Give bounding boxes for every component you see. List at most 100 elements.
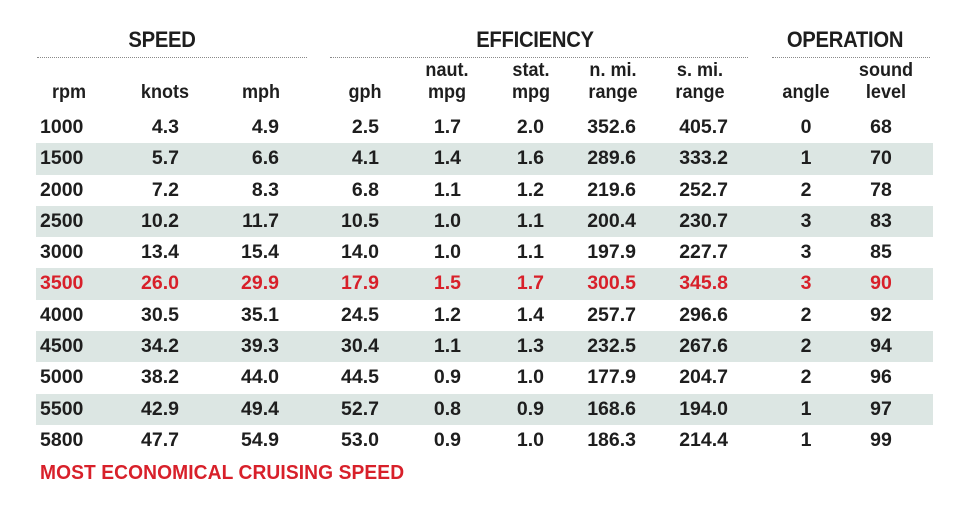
cell-sound-level: 68 [870,116,892,138]
column-header-line2: range [588,82,638,103]
cell-mph: 6.6 [251,147,279,170]
cell-smi-range: 204.7 [679,366,728,389]
table-row: 5800 47.7 54.9 53.0 0.9 1.0 186.3 214.4 … [36,425,933,456]
cell-mph: 29.9 [241,272,279,295]
column-header-line2: range [675,82,725,103]
table-row: 3000 13.4 15.4 14.0 1.0 1.1 197.9 227.7 … [36,237,933,268]
column-header-line1 [763,60,849,82]
column-header-line2: gph [348,82,382,103]
cell-mph: 49.4 [241,397,279,420]
cell-knots: 5.7 [151,147,179,170]
cell-angle: 1 [800,147,812,170]
cell-gph: 30.4 [341,335,379,358]
cell-sound-level: 90 [870,272,892,295]
cell-smi-range: 345.8 [679,272,728,295]
cell-angle: 2 [800,303,812,326]
cell-angle: 3 [800,209,812,232]
cell-knots: 26.0 [141,272,179,295]
cell-mph: 4.9 [251,116,279,138]
cell-sound-level: 78 [870,178,892,201]
cell-nmi-range: 232.5 [587,335,636,358]
cell-smi-range: 405.7 [679,116,728,138]
column-header-line2: angle [782,82,830,103]
table-row: 2500 10.2 11.7 10.5 1.0 1.1 200.4 230.7 … [36,205,933,238]
cell-stat-mpg: 1.1 [516,241,544,264]
cell-angle: 2 [800,335,812,358]
column-header-stat-mpg: stat. mpg [488,60,574,104]
group-title-operation: OPERATION [786,27,904,52]
column-header-knots: knots [122,60,208,104]
cell-mph: 35.1 [241,303,279,326]
column-header-line2: rpm [51,82,87,103]
cell-smi-range: 230.7 [679,209,728,232]
cell-rpm: 4000 [40,303,84,326]
cell-knots: 34.2 [141,335,179,358]
cell-sound-level: 83 [870,209,892,232]
column-header-rpm: rpm [26,60,112,104]
table-row: 2000 7.2 8.3 6.8 1.1 1.2 219.6 252.7 2 7… [36,175,933,206]
column-header-line1: n. mi. [589,60,637,81]
divider-efficiency [330,57,748,58]
cell-stat-mpg: 1.4 [516,303,544,326]
cell-stat-mpg: 1.0 [516,366,544,389]
cell-naut-mpg: 0.9 [433,366,461,389]
cell-rpm: 5000 [40,366,84,389]
cell-sound-level: 85 [870,241,892,264]
cell-gph: 44.5 [341,366,379,389]
cell-angle: 2 [800,178,812,201]
cell-nmi-range: 219.6 [587,178,636,201]
group-title-efficiency: EFFICIENCY [476,27,594,52]
table-row: 1500 5.7 6.6 4.1 1.4 1.6 289.6 333.2 1 7… [36,143,933,175]
column-header-line1 [218,60,304,82]
column-header-gph: gph [322,60,408,104]
cell-gph: 17.9 [341,272,379,295]
divider-speed [37,57,307,58]
cell-angle: 1 [800,428,812,451]
cell-sound-level: 96 [870,366,892,389]
cell-naut-mpg: 1.2 [433,303,461,326]
cell-gph: 14.0 [341,241,379,264]
divider-operation [772,57,930,58]
cell-mph: 44.0 [241,366,279,389]
table-row: 4500 34.2 39.3 30.4 1.1 1.3 232.5 267.6 … [36,331,933,363]
column-header-line1 [122,60,208,82]
cell-nmi-range: 257.7 [587,303,636,326]
table-row: 5500 42.9 49.4 52.7 0.8 0.9 168.6 194.0 … [36,393,933,425]
cell-naut-mpg: 1.7 [433,116,461,138]
cell-smi-range: 194.0 [679,397,728,420]
cell-gph: 6.8 [351,178,379,201]
cell-angle: 0 [800,116,812,138]
column-header-smi-range: s. mi. range [657,60,743,104]
cell-naut-mpg: 1.0 [433,241,461,264]
cell-knots: 13.4 [141,241,179,264]
cell-stat-mpg: 1.2 [516,178,544,201]
cell-sound-level: 70 [870,147,892,170]
cell-angle: 1 [800,397,812,420]
cell-rpm: 4500 [40,335,84,358]
column-header-line2: mpg [511,82,551,103]
performance-table-body: 1000 4.3 4.9 2.5 1.7 2.0 352.6 405.7 0 6… [36,112,933,456]
column-header-angle: angle [763,60,849,104]
cell-nmi-range: 168.6 [587,397,636,420]
cell-smi-range: 333.2 [679,147,728,170]
cell-rpm: 2000 [40,178,84,201]
column-header-line2: level [865,82,907,103]
cell-angle: 2 [800,366,812,389]
cell-gph: 2.5 [351,116,379,138]
cell-rpm: 5800 [40,428,84,451]
footnote-most-economical: MOST ECONOMICAL CRUISING SPEED [40,462,405,484]
cell-mph: 54.9 [241,428,279,451]
column-header-line1: stat. [512,60,550,81]
cell-sound-level: 97 [870,397,892,420]
cell-nmi-range: 200.4 [587,209,636,232]
cell-angle: 3 [800,272,812,295]
cell-naut-mpg: 0.8 [433,397,461,420]
cell-nmi-range: 177.9 [587,366,636,389]
group-title-speed: SPEED [128,27,196,52]
column-header-line1: naut. [425,60,469,81]
column-header-line1: sound [858,60,914,81]
column-header-line2: mpg [427,82,467,103]
cell-sound-level: 99 [870,428,892,451]
column-header-nmi-range: n. mi. range [570,60,656,104]
column-header-line2: knots [140,82,190,103]
